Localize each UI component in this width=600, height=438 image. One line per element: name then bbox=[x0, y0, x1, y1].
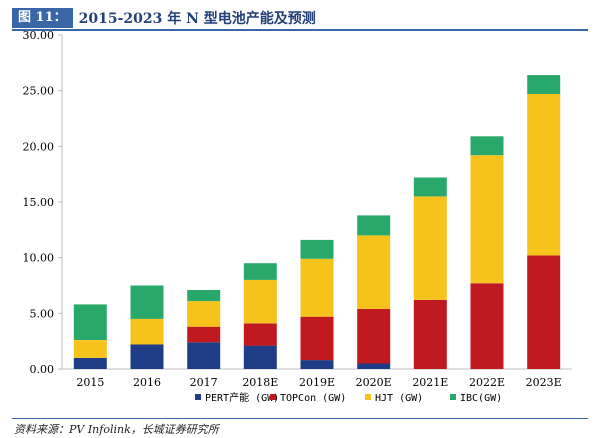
bar-hjt-2021e bbox=[413, 196, 447, 300]
bar-topcon-2017 bbox=[187, 326, 221, 343]
legend-swatch-pert bbox=[195, 394, 201, 400]
bar-ibc-2015 bbox=[73, 304, 107, 340]
legend-label-topcon: TOPCon (GW) bbox=[280, 393, 346, 404]
bar-pert-2017 bbox=[187, 342, 221, 369]
bar-topcon-2019e bbox=[300, 316, 334, 361]
x-tick-label: 2017 bbox=[190, 376, 218, 389]
x-tick-label: 2022E bbox=[469, 376, 505, 389]
bar-ibc-2022e bbox=[470, 136, 504, 156]
stacked-bar-chart: 2015 2016 2017 2018E 2019E 2020E 2021E 2022E 202… bbox=[23, 30, 572, 404]
bar-ibc-2017 bbox=[187, 290, 221, 302]
bar-hjt-2022e bbox=[470, 155, 504, 284]
bar-ibc-2018e bbox=[243, 263, 277, 280]
source-note: 资料来源：PV Infolink，长城证券研究所 bbox=[14, 423, 219, 436]
bar-topcon-2023e bbox=[527, 255, 561, 369]
x-axis-ticks: 2015 2016 2017 2018E 2019E 2020E 2021E 2022E 202… bbox=[76, 376, 561, 389]
bar-hjt-2023e bbox=[527, 94, 561, 256]
bar-ibc-2016 bbox=[130, 285, 164, 319]
bar-topcon-2021e bbox=[413, 300, 447, 369]
x-tick-label: 2019E bbox=[299, 376, 335, 389]
bar-pert-2015 bbox=[73, 357, 107, 369]
bar-ibc-2019e bbox=[300, 239, 334, 259]
chart-legend: PERT产能 (GW) TOPCon (GW) HJT (GW) IBC(GW) bbox=[195, 391, 502, 404]
legend-swatch-hjt bbox=[365, 394, 371, 400]
y-tick-label: 0.00 bbox=[30, 363, 55, 376]
bar-hjt-2019e bbox=[300, 258, 334, 317]
y-tick-label: 15.00 bbox=[23, 196, 55, 209]
legend-label-hjt: HJT (GW) bbox=[375, 393, 423, 404]
legend-label-pert: PERT产能 (GW) bbox=[205, 391, 279, 404]
bar-hjt-2016 bbox=[130, 318, 164, 345]
bar-ibc-2023e bbox=[527, 75, 561, 94]
bar-pert-2016 bbox=[130, 344, 164, 369]
x-tick-label: 2021E bbox=[412, 376, 448, 389]
bar-pert-2020e bbox=[357, 363, 391, 369]
x-tick-label: 2018E bbox=[242, 376, 278, 389]
y-tick-label: 10.00 bbox=[23, 252, 55, 265]
x-tick-label: 2015 bbox=[76, 376, 104, 389]
x-tick-label: 2020E bbox=[356, 376, 392, 389]
bar-ibc-2020e bbox=[357, 215, 391, 236]
chart-bars bbox=[73, 75, 561, 369]
bar-pert-2018e bbox=[243, 345, 277, 369]
bar-topcon-2018e bbox=[243, 323, 277, 346]
bar-hjt-2018e bbox=[243, 279, 277, 324]
y-tick-label: 5.00 bbox=[30, 307, 55, 320]
footer-rule bbox=[12, 418, 588, 419]
bar-hjt-2017 bbox=[187, 301, 221, 327]
legend-swatch-topcon bbox=[270, 394, 276, 400]
x-tick-label: 2016 bbox=[133, 376, 161, 389]
bar-topcon-2022e bbox=[470, 283, 504, 369]
figure-title: 2015-2023 年 N 型电池产能及预测 bbox=[78, 11, 316, 27]
header-rule bbox=[12, 29, 588, 31]
figure-badge: 图 11： bbox=[12, 8, 73, 28]
bar-hjt-2015 bbox=[73, 340, 107, 358]
bar-pert-2019e bbox=[300, 360, 334, 369]
legend-label-ibc: IBC(GW) bbox=[460, 393, 502, 404]
bar-hjt-2020e bbox=[357, 235, 391, 309]
bar-ibc-2021e bbox=[413, 177, 447, 197]
x-tick-label: 2023E bbox=[526, 376, 562, 389]
legend-swatch-ibc bbox=[450, 394, 456, 400]
bar-topcon-2020e bbox=[357, 308, 391, 364]
y-axis-ticks: 0.00 5.00 10.00 15.00 20.00 25.00 30.00 bbox=[23, 30, 62, 376]
y-tick-label: 30.00 bbox=[23, 30, 55, 42]
y-tick-label: 20.00 bbox=[23, 140, 55, 153]
figure-header: 图 11： 2015-2023 年 N 型电池产能及预测 bbox=[12, 8, 316, 28]
y-tick-label: 25.00 bbox=[23, 85, 55, 98]
